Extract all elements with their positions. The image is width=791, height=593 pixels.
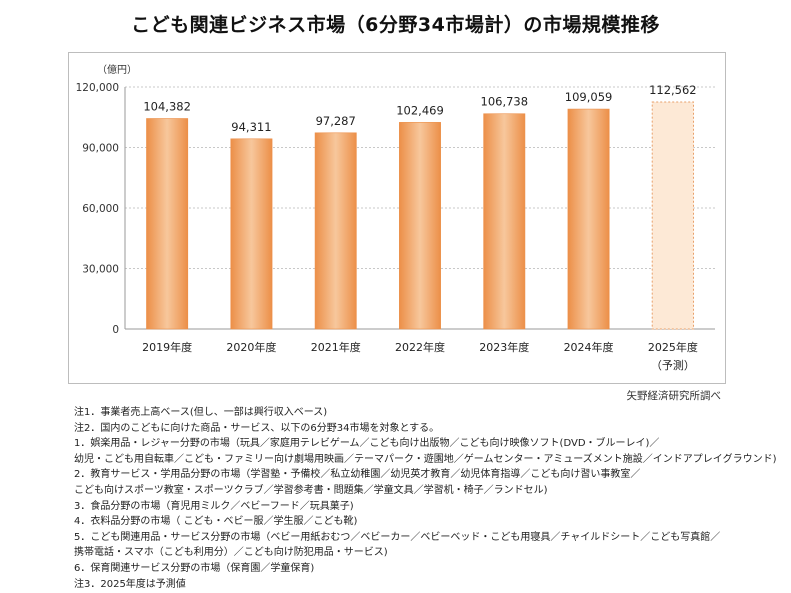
y-tick-label: 90,000 bbox=[82, 143, 119, 155]
x-tick-label: 2019年度 bbox=[142, 340, 192, 354]
note-line: 1．娯楽用品・レジャー分野の市場（玩具／家庭用テレビゲーム／こども向け出版物／こ… bbox=[74, 438, 660, 450]
unit-label: （億円） bbox=[97, 63, 137, 76]
note-line: 幼児・こども用自転車／こども・ファミリー向け劇場用映画／テーマパーク・遊園地／ゲ… bbox=[74, 453, 777, 465]
labels: （億円） 0 30,000 60,000 90,000 120,000 104,382 201… bbox=[76, 63, 698, 372]
x-tick-label: 2023年度 bbox=[479, 340, 529, 354]
y-tick-label: 60,000 bbox=[82, 203, 119, 215]
x-tick-label: 2021年度 bbox=[311, 340, 361, 354]
notes-section: 注1．事業者売上高ベース(但し、一部は興行収入ベース) 注2．国内のこどもに向けた… bbox=[74, 405, 777, 592]
bar bbox=[314, 132, 357, 330]
note-line: 5．こども関連用品・サービス分野の市場（ベビー用紙おむつ／ベビーカー／ベビーベッ… bbox=[74, 531, 721, 543]
y-tick-label: 0 bbox=[112, 324, 119, 336]
bar-forecast bbox=[651, 101, 695, 330]
note-line: こども向けスポーツ教室・スポーツクラブ／学習参考書・問題集／学童文具／学習机・椅… bbox=[74, 484, 548, 496]
bars bbox=[146, 101, 695, 330]
x-tick-label: 2025年度 bbox=[648, 340, 698, 354]
bar-value-label: 94,311 bbox=[231, 120, 271, 134]
x-tick-label: 2024年度 bbox=[564, 340, 614, 354]
note-line: 注3．2025年度は予測値 bbox=[74, 578, 186, 590]
chart-panel: （億円） 0 30,000 60,000 90,000 120,000 104,382 201… bbox=[68, 52, 726, 384]
bar bbox=[230, 138, 273, 330]
bar bbox=[483, 113, 526, 330]
bar-value-label: 97,287 bbox=[316, 114, 356, 128]
note-line: 携帯電話・スマホ（こども利用分）／こども向け防犯用品・サービス) bbox=[74, 547, 388, 559]
bar-value-label: 106,738 bbox=[481, 95, 529, 109]
bar bbox=[146, 118, 189, 330]
bar bbox=[567, 108, 610, 330]
x-tick-label: 2020年度 bbox=[226, 340, 276, 354]
bar-value-label: 102,469 bbox=[396, 103, 444, 117]
note-line: 2．教育サービス・学用品分野の市場（学習塾・予備校／私立幼稚園／幼児英才教育／幼… bbox=[74, 469, 641, 481]
note-line: 注2．国内のこどもに向けた商品・サービス、以下の6分野34市場を対象とする。 bbox=[74, 422, 440, 434]
note-line: 6．保育関連サービス分野の市場（保育園／学童保育) bbox=[74, 562, 315, 574]
x-tick-sublabel: （予測） bbox=[651, 358, 695, 372]
note-line: 注1．事業者売上高ベース(但し、一部は興行収入ベース) bbox=[74, 407, 328, 418]
bar-value-label: 112,562 bbox=[649, 83, 697, 97]
chart-title: こども関連ビジネス市場（6分野34市場計）の市場規模推移 bbox=[131, 14, 660, 36]
note-line: 3．食品分野の市場（育児用ミルク／ベビーフード／玩具菓子) bbox=[74, 500, 354, 512]
bar-chart: （億円） 0 30,000 60,000 90,000 120,000 104,382 201… bbox=[76, 63, 715, 372]
y-tick-label: 30,000 bbox=[82, 264, 119, 276]
y-tick-label: 120,000 bbox=[76, 82, 119, 94]
source-credit: 矢野経済研究所調べ bbox=[626, 390, 722, 402]
x-tick-label: 2022年度 bbox=[395, 340, 445, 354]
note-line: 4．衣料品分野の市場（ こども・ベビー服／学生服／こども靴) bbox=[74, 516, 358, 528]
bar bbox=[399, 122, 441, 330]
bar-value-label: 109,059 bbox=[565, 90, 613, 104]
bar-value-label: 104,382 bbox=[143, 99, 191, 113]
